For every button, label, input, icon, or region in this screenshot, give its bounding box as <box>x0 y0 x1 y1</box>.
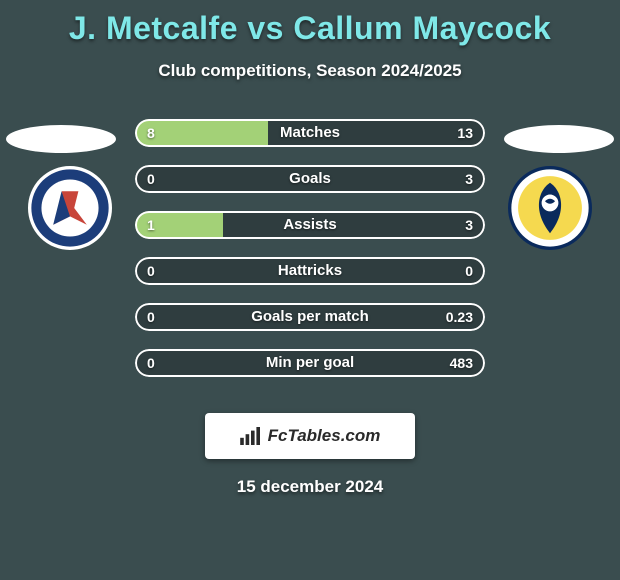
stat-value-right: 3 <box>465 165 473 193</box>
stat-value-left: 8 <box>147 119 155 147</box>
chart-icon <box>240 427 262 445</box>
stat-label: Goals per match <box>135 303 485 331</box>
stat-value-right: 483 <box>450 349 473 377</box>
chesterfield-badge-icon <box>28 166 112 250</box>
wimbledon-badge-icon <box>508 166 592 250</box>
stat-label: Assists <box>135 211 485 239</box>
stat-label: Matches <box>135 119 485 147</box>
comparison-panel: Matches813Goals03Assists13Hattricks00Goa… <box>0 111 620 391</box>
stat-value-left: 0 <box>147 165 155 193</box>
player-left-ellipse <box>6 125 116 153</box>
player-right-ellipse <box>504 125 614 153</box>
stat-row: Goals per match0 0.23 <box>135 303 485 331</box>
brand-text: FcTables.com <box>268 426 381 446</box>
stat-value-right: 13 <box>457 119 473 147</box>
stat-row: Assists1 3 <box>135 211 485 239</box>
stat-value-left: 0 <box>147 257 155 285</box>
stat-value-left: 0 <box>147 349 155 377</box>
stat-row: Min per goal0 483 <box>135 349 485 377</box>
stat-bars: Matches813Goals03Assists13Hattricks00Goa… <box>135 119 485 395</box>
page-title: J. Metcalfe vs Callum Maycock <box>0 0 620 47</box>
stat-value-right: 3 <box>465 211 473 239</box>
stat-value-left: 0 <box>147 303 155 331</box>
stat-row: Matches8 13 <box>135 119 485 147</box>
stat-label: Goals <box>135 165 485 193</box>
stat-row: Goals0 3 <box>135 165 485 193</box>
stat-value-right: 0.23 <box>446 303 473 331</box>
club-badge-left <box>28 166 112 250</box>
stat-value-right: 0 <box>465 257 473 285</box>
stat-label: Min per goal <box>135 349 485 377</box>
stat-label: Hattricks <box>135 257 485 285</box>
footer-date: 15 december 2024 <box>0 477 620 497</box>
stat-value-left: 1 <box>147 211 155 239</box>
brand-badge: FcTables.com <box>205 413 415 459</box>
club-badge-right <box>508 166 592 250</box>
page-subtitle: Club competitions, Season 2024/2025 <box>0 61 620 81</box>
stat-row: Hattricks0 0 <box>135 257 485 285</box>
